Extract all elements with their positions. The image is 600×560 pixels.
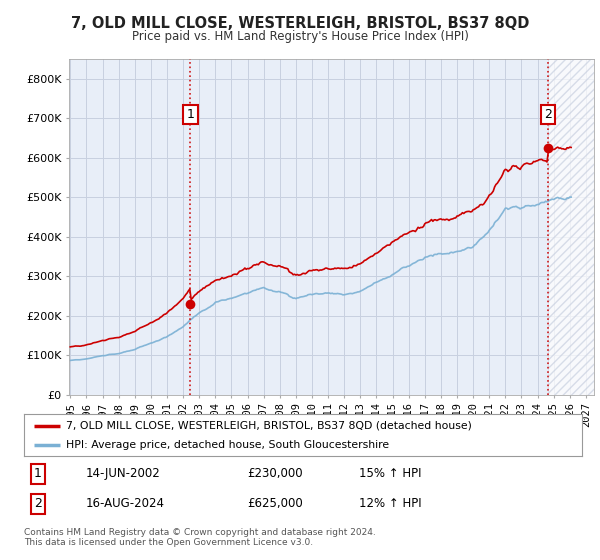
- Text: 2: 2: [34, 497, 42, 511]
- Text: Contains HM Land Registry data © Crown copyright and database right 2024.
This d: Contains HM Land Registry data © Crown c…: [24, 528, 376, 547]
- Text: 1: 1: [34, 467, 42, 480]
- Text: £625,000: £625,000: [247, 497, 303, 511]
- Text: 7, OLD MILL CLOSE, WESTERLEIGH, BRISTOL, BS37 8QD (detached house): 7, OLD MILL CLOSE, WESTERLEIGH, BRISTOL,…: [66, 421, 472, 431]
- Text: 14-JUN-2002: 14-JUN-2002: [85, 467, 160, 480]
- Text: 15% ↑ HPI: 15% ↑ HPI: [359, 467, 421, 480]
- Text: Price paid vs. HM Land Registry's House Price Index (HPI): Price paid vs. HM Land Registry's House …: [131, 30, 469, 43]
- Text: 7, OLD MILL CLOSE, WESTERLEIGH, BRISTOL, BS37 8QD: 7, OLD MILL CLOSE, WESTERLEIGH, BRISTOL,…: [71, 16, 529, 31]
- Text: £230,000: £230,000: [247, 467, 303, 480]
- Text: 12% ↑ HPI: 12% ↑ HPI: [359, 497, 421, 511]
- Text: 2: 2: [544, 108, 551, 120]
- Text: HPI: Average price, detached house, South Gloucestershire: HPI: Average price, detached house, Sout…: [66, 440, 389, 450]
- Text: 1: 1: [187, 108, 194, 120]
- Text: 16-AUG-2024: 16-AUG-2024: [85, 497, 164, 511]
